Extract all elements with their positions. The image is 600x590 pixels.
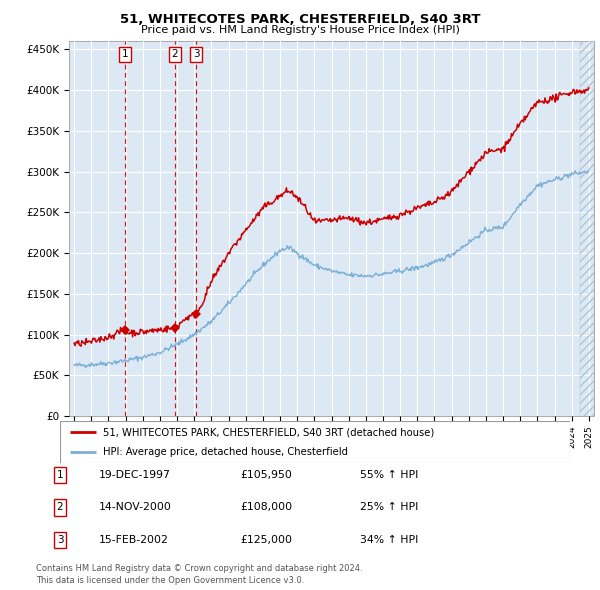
Text: 19-DEC-1997: 19-DEC-1997 <box>99 470 171 480</box>
Text: 34% ↑ HPI: 34% ↑ HPI <box>360 535 418 545</box>
Text: 3: 3 <box>193 50 200 60</box>
Bar <box>580 41 594 416</box>
FancyBboxPatch shape <box>60 421 570 463</box>
Text: 51, WHITECOTES PARK, CHESTERFIELD, S40 3RT: 51, WHITECOTES PARK, CHESTERFIELD, S40 3… <box>120 13 480 26</box>
Text: 15-FEB-2002: 15-FEB-2002 <box>99 535 169 545</box>
Text: 51, WHITECOTES PARK, CHESTERFIELD, S40 3RT (detached house): 51, WHITECOTES PARK, CHESTERFIELD, S40 3… <box>103 427 434 437</box>
Text: £125,000: £125,000 <box>240 535 292 545</box>
Text: 2: 2 <box>172 50 178 60</box>
Text: 2: 2 <box>56 503 64 512</box>
Text: Contains HM Land Registry data © Crown copyright and database right 2024.
This d: Contains HM Land Registry data © Crown c… <box>36 565 362 585</box>
Text: HPI: Average price, detached house, Chesterfield: HPI: Average price, detached house, Ches… <box>103 447 349 457</box>
Text: 3: 3 <box>56 535 64 545</box>
Text: 14-NOV-2000: 14-NOV-2000 <box>99 503 172 512</box>
Text: 1: 1 <box>56 470 64 480</box>
Text: 55% ↑ HPI: 55% ↑ HPI <box>360 470 418 480</box>
Text: 1: 1 <box>122 50 128 60</box>
Text: Price paid vs. HM Land Registry's House Price Index (HPI): Price paid vs. HM Land Registry's House … <box>140 25 460 35</box>
Text: £105,950: £105,950 <box>240 470 292 480</box>
Bar <box>580 41 594 416</box>
Text: £108,000: £108,000 <box>240 503 292 512</box>
Text: 25% ↑ HPI: 25% ↑ HPI <box>360 503 418 512</box>
